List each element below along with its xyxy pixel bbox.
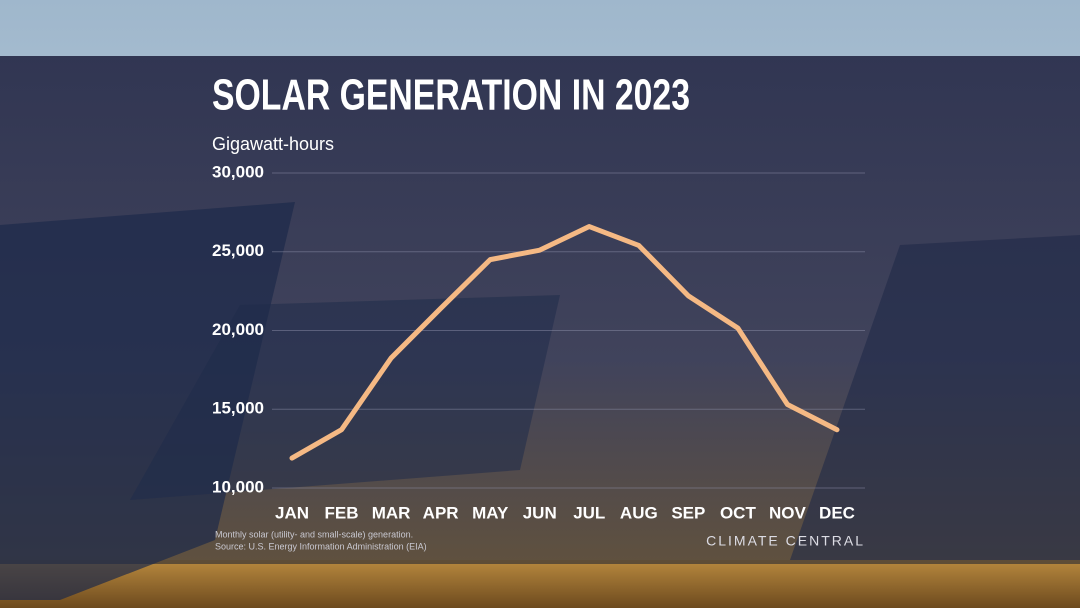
footnote: Monthly solar (utility- and small-scale)… — [215, 529, 413, 539]
x-tick-label: MAR — [372, 503, 411, 522]
field — [0, 560, 1080, 608]
solar-panel — [0, 202, 295, 600]
y-tick-label: 25,000 — [212, 241, 264, 260]
y-tick-label: 20,000 — [212, 320, 264, 339]
x-tick-label: AUG — [620, 503, 658, 522]
x-tick-label: JAN — [275, 503, 309, 522]
y-tick-label: 10,000 — [212, 477, 264, 496]
x-tick-label: NOV — [769, 503, 807, 522]
logo: CLIMATE CENTRAL — [706, 533, 865, 549]
x-tick-label: DEC — [819, 503, 855, 522]
x-tick-label: MAY — [472, 503, 509, 522]
chart-title: SOLAR GENERATION IN 2023 — [212, 71, 690, 120]
x-tick-label: FEB — [325, 503, 359, 522]
y-axis-label: Gigawatt-hours — [212, 134, 334, 154]
x-tick-label: APR — [423, 503, 459, 522]
x-tick-label: SEP — [671, 503, 705, 522]
y-tick-label: 15,000 — [212, 399, 264, 418]
solar-panel — [790, 235, 1080, 560]
solar-panel — [130, 295, 560, 500]
x-tick-label: OCT — [720, 503, 757, 522]
source: Source: U.S. Energy Information Administ… — [215, 541, 427, 551]
x-tick-label: JUN — [523, 503, 557, 522]
line — [289, 224, 840, 461]
x-tick-label: JUL — [573, 503, 605, 522]
y-tick-label: 30,000 — [212, 162, 264, 181]
